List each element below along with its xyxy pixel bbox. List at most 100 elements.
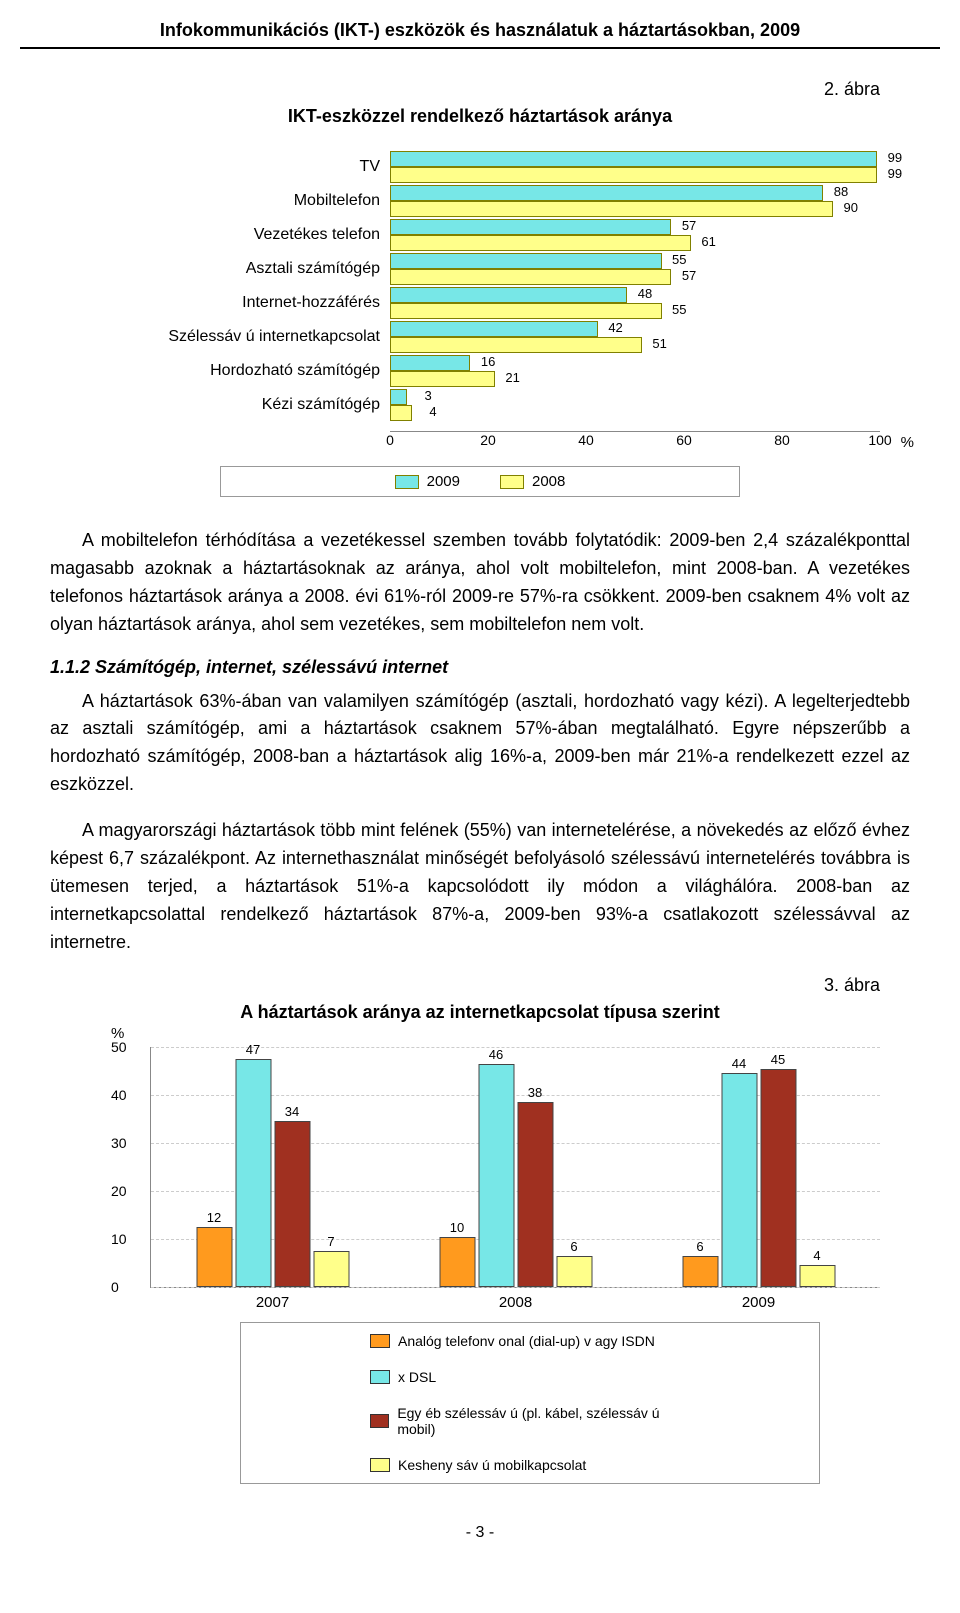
y-tick: 10 bbox=[111, 1231, 127, 1247]
vbar-group: 644454 bbox=[682, 1069, 835, 1287]
vbar-value: 4 bbox=[813, 1248, 820, 1263]
hbar-value: 55 bbox=[672, 302, 686, 317]
hbar-bar: 48 bbox=[390, 287, 627, 303]
hbar-category-label: TV bbox=[140, 158, 390, 176]
hbar-value: 55 bbox=[672, 252, 686, 267]
legend-label: 2008 bbox=[532, 473, 565, 490]
hbar-bar: 16 bbox=[390, 355, 470, 371]
x-tick: 60 bbox=[676, 432, 692, 448]
x-tick: 40 bbox=[578, 432, 594, 448]
vbar: 47 bbox=[235, 1059, 271, 1287]
hbar-value: 88 bbox=[834, 184, 848, 199]
hbar-category-label: Mobiltelefon bbox=[140, 192, 390, 210]
hbar-category-label: Kézi számítógép bbox=[140, 396, 390, 414]
hbar-row: Vezetékes telefon5761 bbox=[140, 219, 880, 251]
hbar-row: Kézi számítógép34 bbox=[140, 389, 880, 421]
vbar-group: 1247347 bbox=[196, 1059, 349, 1287]
hbar-value: 4 bbox=[429, 404, 436, 419]
figure3-label: 3. ábra bbox=[20, 975, 880, 996]
hbar-row: Szélessáv ú internetkapcsolat 42 51 bbox=[140, 321, 880, 353]
hbar-value: 21 bbox=[505, 370, 519, 385]
hbar-bar: 57 bbox=[390, 219, 671, 235]
legend-label: 2009 bbox=[427, 473, 460, 490]
legend-swatch bbox=[395, 475, 419, 489]
vbar-group: 1046386 bbox=[439, 1064, 592, 1287]
hbar-bar: 99 bbox=[390, 151, 877, 167]
figure3-legend: Analóg telefonv onal (dial-up) v agy ISD… bbox=[240, 1322, 820, 1484]
x-tick: 0 bbox=[386, 432, 394, 448]
vbar-value: 34 bbox=[285, 1104, 299, 1119]
hbar-bar: 3 bbox=[390, 389, 407, 405]
paragraph-3: A magyarországi háztartások több mint fe… bbox=[50, 817, 910, 956]
hbar-category-label: Vezetékes telefon bbox=[140, 226, 390, 244]
hbar-row: Internet-hozzáférés4855 bbox=[140, 287, 880, 319]
y-gridline bbox=[151, 1047, 880, 1048]
y-tick: 30 bbox=[111, 1135, 127, 1151]
legend-item: Egy éb szélessáv ú (pl. kábel, szélessáv… bbox=[370, 1405, 690, 1437]
x-category: 2007 bbox=[256, 1294, 289, 1311]
subheading-112: 1.1.2 Számítógép, internet, szélessávú i… bbox=[50, 657, 910, 678]
legend-item: 2009 bbox=[395, 473, 460, 490]
legend-swatch bbox=[370, 1414, 389, 1428]
vbar: 45 bbox=[760, 1069, 796, 1287]
figure2-label: 2. ábra bbox=[20, 79, 880, 100]
legend-item: 2008 bbox=[500, 473, 565, 490]
vbar: 4 bbox=[799, 1265, 835, 1286]
y-tick: 0 bbox=[111, 1279, 119, 1295]
y-tick: 40 bbox=[111, 1087, 127, 1103]
legend-swatch bbox=[500, 475, 524, 489]
vbar: 12 bbox=[196, 1227, 232, 1287]
hbar-bar: 61 bbox=[390, 235, 691, 251]
hbar-bar: 55 bbox=[390, 303, 662, 319]
legend-item: Analóg telefonv onal (dial-up) v agy ISD… bbox=[370, 1333, 690, 1349]
hbar-value: 99 bbox=[888, 150, 902, 165]
vbar-value: 10 bbox=[450, 1220, 464, 1235]
figure2-title: IKT-eszközzel rendelkező háztartások ará… bbox=[20, 106, 940, 127]
hbar-bar: 57 bbox=[390, 269, 671, 285]
legend-item: x DSL bbox=[370, 1369, 690, 1385]
figure2-legend: 2009 2008 bbox=[220, 466, 740, 497]
x-tick: 20 bbox=[480, 432, 496, 448]
vbar-value: 12 bbox=[207, 1210, 221, 1225]
vbar: 38 bbox=[517, 1102, 553, 1286]
hbar-bar: 99 bbox=[390, 167, 877, 183]
vbar-value: 44 bbox=[732, 1056, 746, 1071]
legend-label: x DSL bbox=[398, 1369, 436, 1385]
hbar-bar: 90 bbox=[390, 201, 833, 217]
legend-label: Kesheny sáv ú mobilkapcsolat bbox=[398, 1457, 586, 1473]
figure2-x-axis: % 020406080100 bbox=[390, 431, 880, 456]
vbar: 6 bbox=[556, 1256, 592, 1287]
hbar-value: 61 bbox=[701, 234, 715, 249]
figure2-x-unit: % bbox=[901, 434, 914, 451]
hbar-category-label: Asztali számítógép bbox=[140, 260, 390, 278]
vbar: 34 bbox=[274, 1121, 310, 1286]
figure2-chart: TV9999Mobiltelefon8890Vezetékes telefon5… bbox=[140, 151, 880, 421]
hbar-value: 90 bbox=[844, 200, 858, 215]
y-tick: 20 bbox=[111, 1183, 127, 1199]
hbar-bar: 55 bbox=[390, 253, 662, 269]
hbar-value: 3 bbox=[424, 388, 431, 403]
x-category: 2009 bbox=[742, 1294, 775, 1311]
vbar-value: 7 bbox=[327, 1234, 334, 1249]
hbar-value: 48 bbox=[638, 286, 652, 301]
hbar-row: TV9999 bbox=[140, 151, 880, 183]
vbar: 10 bbox=[439, 1237, 475, 1287]
page-header: Infokommunikációs (IKT-) eszközök és has… bbox=[20, 20, 940, 49]
hbar-category-label: Hordozható számítógép bbox=[140, 362, 390, 380]
hbar-bar: 88 bbox=[390, 185, 823, 201]
vbar: 7 bbox=[313, 1251, 349, 1287]
hbar-value: 42 bbox=[608, 320, 622, 335]
paragraph-1: A mobiltelefon térhódítása a vezetékesse… bbox=[50, 527, 910, 639]
vbar-value: 38 bbox=[528, 1085, 542, 1100]
hbar-bar: 51 bbox=[390, 337, 642, 353]
vbar-value: 6 bbox=[570, 1239, 577, 1254]
paragraph-2: A háztartások 63%-ában van valamilyen sz… bbox=[50, 688, 910, 800]
hbar-bar: 4 bbox=[390, 405, 412, 421]
legend-label: Egy éb szélessáv ú (pl. kábel, szélessáv… bbox=[397, 1405, 690, 1437]
x-tick: 100 bbox=[868, 432, 891, 448]
hbar-category-label: Szélessáv ú internetkapcsolat bbox=[140, 328, 390, 346]
legend-label: Analóg telefonv onal (dial-up) v agy ISD… bbox=[398, 1333, 655, 1349]
vbar-value: 47 bbox=[246, 1042, 260, 1057]
page-number: - 3 - bbox=[20, 1524, 940, 1542]
y-gridline bbox=[151, 1287, 880, 1288]
